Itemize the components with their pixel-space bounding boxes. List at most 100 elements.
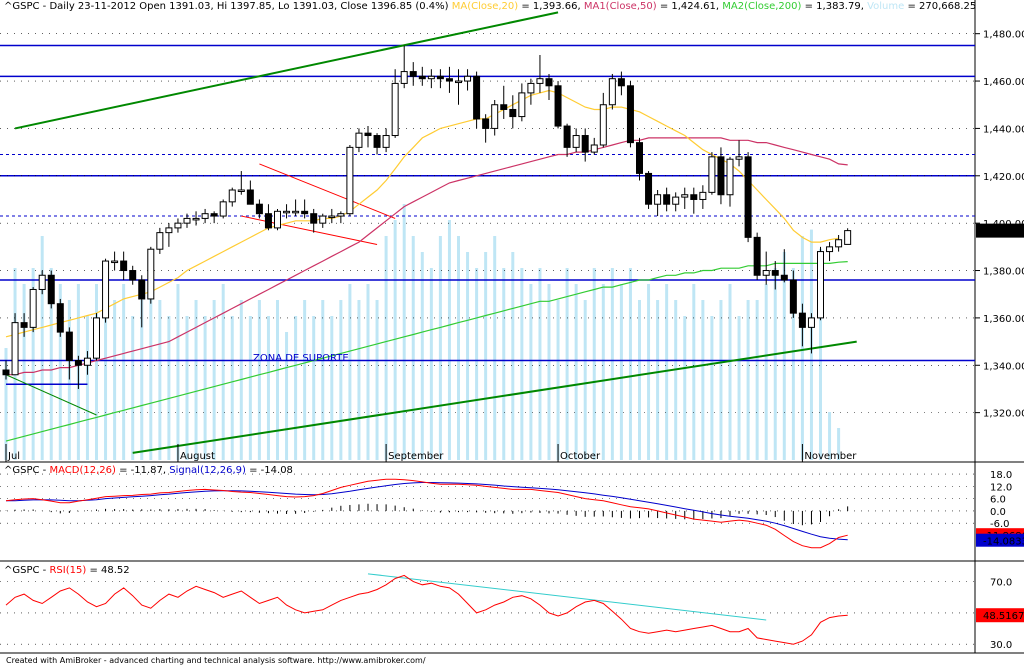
candle-body <box>817 251 824 319</box>
candle-body <box>11 322 19 376</box>
volume-bar <box>828 412 832 460</box>
candle-body <box>83 357 91 366</box>
candle-body <box>418 75 426 80</box>
candle-body <box>111 260 119 264</box>
candle-body <box>826 246 834 253</box>
volume-bar <box>764 284 768 460</box>
volume-bar <box>58 284 62 460</box>
candle-body <box>147 248 155 300</box>
candle-body <box>807 317 815 328</box>
signal-value: = -14.08 <box>249 465 293 476</box>
volume-bar <box>276 300 279 460</box>
macd-axis-label: 18.0 <box>990 470 1012 481</box>
volume-bar <box>303 300 307 460</box>
volume-bar <box>104 268 108 460</box>
triangle-lower-line <box>241 215 378 245</box>
candle-body <box>626 85 634 144</box>
candle-body <box>409 71 417 77</box>
candle-body <box>219 201 227 217</box>
candle-body <box>129 270 137 281</box>
volume-bar <box>583 300 587 460</box>
month-label: October <box>560 451 601 462</box>
macd-line <box>5 478 848 549</box>
volume-bar <box>203 316 207 460</box>
candle-body <box>355 132 363 148</box>
triangle-upper-line <box>259 163 396 219</box>
volume-bar <box>665 284 669 460</box>
candle-body <box>283 210 291 214</box>
volume-bar <box>574 284 578 460</box>
volume-bar <box>131 316 135 460</box>
rsi-line <box>5 574 848 645</box>
candle-body <box>38 274 46 290</box>
candle-body <box>663 194 671 205</box>
volume-bar <box>782 252 786 460</box>
candle-body <box>74 360 82 366</box>
rsi-value-label: 48.5167 <box>983 611 1024 622</box>
candle-body <box>645 172 653 205</box>
candle-body <box>337 213 345 217</box>
candle-body <box>237 189 245 192</box>
candle-body <box>599 104 607 146</box>
macd-axis-label: 0.0 <box>990 507 1006 518</box>
candle-body <box>47 274 55 305</box>
volume-bar <box>149 268 153 460</box>
candle-body <box>274 210 281 229</box>
volume-bar <box>728 284 732 460</box>
ma50-label: MA1(Close,50) <box>583 1 657 12</box>
symbol-line: ^GSPC - Daily 23-11-2012 Open 1391.03, H… <box>4 1 449 12</box>
candle-body <box>174 222 182 229</box>
volume-bar <box>466 252 470 460</box>
candle-body <box>400 71 408 84</box>
volume-bar <box>656 300 660 460</box>
volume-bar <box>457 236 460 460</box>
candle-body <box>29 288 37 328</box>
candle-body <box>608 78 616 106</box>
volume-bar <box>520 268 524 460</box>
candle-body <box>726 158 734 196</box>
macd-axis-label: -6.0 <box>990 519 1010 530</box>
candle-body <box>572 135 580 148</box>
volume-bar <box>610 268 614 460</box>
candle-body <box>346 146 354 215</box>
candle-body <box>455 80 462 84</box>
candle-body <box>699 191 707 200</box>
candle-body <box>500 104 508 110</box>
signal-value-box <box>976 533 1024 547</box>
volume-bar <box>67 300 71 460</box>
volume-bar <box>221 284 225 460</box>
candle-body <box>201 213 209 219</box>
candle-body <box>228 189 236 203</box>
volume-bar <box>547 284 551 460</box>
rsi-axis-label: 70.0 <box>990 578 1012 589</box>
candle-body <box>246 189 254 205</box>
volume-bar <box>475 268 479 460</box>
ma50-line <box>6 137 848 376</box>
candle-body <box>636 142 643 174</box>
price-axis-label: 1,480.00 <box>983 30 1024 41</box>
volume-bar <box>719 300 723 460</box>
volume-bar <box>447 220 451 460</box>
volume-bar <box>95 284 98 460</box>
volume-bar <box>248 316 252 460</box>
volume-bar <box>375 300 379 460</box>
volume-bar <box>420 252 424 460</box>
volume-bar <box>285 332 289 460</box>
candle-body <box>581 135 589 153</box>
candle-body <box>473 75 481 120</box>
rsi-prefix: ^GSPC - <box>4 565 50 576</box>
volume-bar <box>393 220 397 460</box>
volume-bar <box>493 236 497 460</box>
candle-body <box>255 203 263 215</box>
pennant-line <box>5 374 97 416</box>
volume-bar <box>194 300 198 460</box>
ma200-value: = 1,383.79, <box>804 1 864 12</box>
last-close-label: 1,396.85 <box>979 227 1024 238</box>
volume-bar <box>167 316 171 460</box>
volume-bar <box>565 268 569 460</box>
support-zone-label: ZONA DE SUPORTE <box>253 353 349 364</box>
last-close-box <box>976 223 1024 238</box>
volume-bar <box>384 236 388 460</box>
volume-bar <box>49 268 53 460</box>
volume-bar <box>176 284 180 460</box>
